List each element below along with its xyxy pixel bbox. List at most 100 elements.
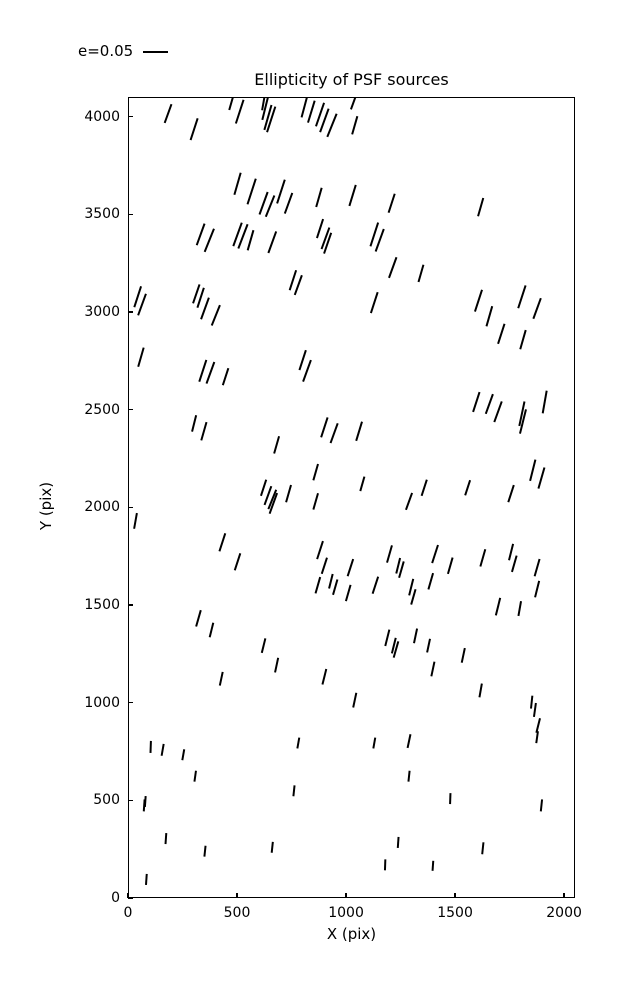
whisker-segment xyxy=(472,391,481,413)
y-axis-tick-mark xyxy=(128,213,133,215)
x-axis-tick-mark xyxy=(345,893,347,898)
y-axis-tick-mark xyxy=(128,701,133,704)
whisker-segment xyxy=(446,557,454,575)
ellipticity-scale-legend: e=0.05 xyxy=(78,44,169,59)
y-axis-tick-label: 3500 xyxy=(84,206,120,223)
whisker-segment xyxy=(274,657,280,673)
whisker-segment xyxy=(477,197,485,217)
whisker-segment xyxy=(390,637,397,654)
whisker-segment xyxy=(307,100,316,123)
x-axis-tick-label: 0 xyxy=(123,905,133,921)
whisker-segment xyxy=(181,749,186,761)
whisker-segment xyxy=(511,555,518,573)
whisker-segment xyxy=(386,545,393,563)
whisker-segment xyxy=(192,284,201,304)
whisker-segment xyxy=(427,572,435,590)
whisker-segment xyxy=(246,178,257,205)
whisker-segment xyxy=(296,737,301,749)
whisker-segment xyxy=(407,770,411,782)
whisker-segment xyxy=(355,421,363,442)
whisker-segment xyxy=(388,256,398,279)
whisker-segment xyxy=(196,287,205,309)
whisker-segment xyxy=(267,231,278,254)
whisker-segment xyxy=(234,99,245,124)
whisker-segment xyxy=(529,459,537,482)
whisker-segment xyxy=(420,479,428,497)
whisker-segment xyxy=(193,770,197,782)
whisker-segment xyxy=(534,580,541,598)
whisker-segment xyxy=(374,228,385,252)
whisker-segment xyxy=(144,873,148,886)
whisker-segment xyxy=(405,492,414,511)
whisker-segment xyxy=(348,184,357,207)
whisker-segment xyxy=(410,588,417,605)
whisker-segment xyxy=(323,232,333,254)
whisker-segment xyxy=(320,557,328,575)
whisker-segment xyxy=(283,192,294,214)
y-axis-tick-mark xyxy=(128,115,133,118)
whisker-segment xyxy=(508,543,515,561)
whisker-segment xyxy=(478,683,483,698)
whisker-segment xyxy=(320,417,329,438)
whisker-segment xyxy=(261,98,266,111)
y-axis-tick-label: 1500 xyxy=(84,596,120,613)
whisker-segment xyxy=(208,622,215,638)
whisker-segment xyxy=(198,359,208,383)
y-axis-tick-mark xyxy=(128,311,133,313)
whisker-segment xyxy=(228,98,234,111)
whisker-segment xyxy=(233,172,242,196)
whisker-segment xyxy=(195,223,206,246)
whisker-segment xyxy=(203,845,207,857)
x-axis-tick-label: 1000 xyxy=(328,905,364,921)
whisker-segment xyxy=(133,512,138,529)
whisker-segment xyxy=(417,264,425,283)
whisker-segment xyxy=(292,785,296,797)
whisker-segment xyxy=(137,293,147,316)
whisker-segment xyxy=(392,641,400,658)
whisker-segment xyxy=(191,414,198,432)
whisker-segment xyxy=(530,695,534,709)
whisker-segment xyxy=(326,113,338,138)
y-axis-tick-label: 2000 xyxy=(84,499,120,516)
whisker-segment xyxy=(398,561,405,579)
x-axis-tick-mark xyxy=(236,893,238,898)
x-axis-tick-mark xyxy=(127,893,129,898)
whisker-segment xyxy=(302,359,312,382)
whisker-segment xyxy=(332,579,339,596)
whisker-segment xyxy=(237,223,249,249)
whisker-segment xyxy=(200,421,208,441)
whisker-segment xyxy=(431,544,439,564)
whisker-segment xyxy=(314,576,322,594)
whisker-segment xyxy=(369,291,379,314)
whisker-segment xyxy=(431,860,435,871)
whisker-segment xyxy=(258,191,269,215)
whisker-segment xyxy=(163,103,173,124)
whisker-segment xyxy=(517,601,523,617)
whisker-segment xyxy=(263,485,273,506)
whisker-segment xyxy=(329,423,339,444)
whisker-segment xyxy=(539,799,544,812)
whisker-segment xyxy=(315,187,323,208)
whisker-segment xyxy=(210,304,221,326)
y-axis-tick-label: 500 xyxy=(93,792,120,809)
whisker-segment xyxy=(195,609,202,627)
whisker-segment xyxy=(300,98,308,118)
whisker-segment xyxy=(260,638,267,654)
whisker-segment xyxy=(203,228,215,253)
y-axis-tick-mark xyxy=(128,408,133,411)
whisker-segment xyxy=(485,305,494,327)
whisker-segment xyxy=(384,629,391,647)
whisker-segment xyxy=(160,743,165,756)
whisker-segment xyxy=(315,218,325,239)
whisker-segment xyxy=(312,463,319,481)
whisker-segment xyxy=(350,98,357,110)
whisker-segment xyxy=(288,269,298,291)
whisker-segment xyxy=(395,557,402,574)
whisker-segment xyxy=(464,479,472,496)
whisker-segment xyxy=(473,289,483,312)
whisker-segment xyxy=(479,549,487,567)
whisker-segment xyxy=(484,393,494,415)
whisker-segment xyxy=(276,179,286,204)
whisker-segment xyxy=(387,193,396,214)
whisker-segment xyxy=(270,841,274,853)
